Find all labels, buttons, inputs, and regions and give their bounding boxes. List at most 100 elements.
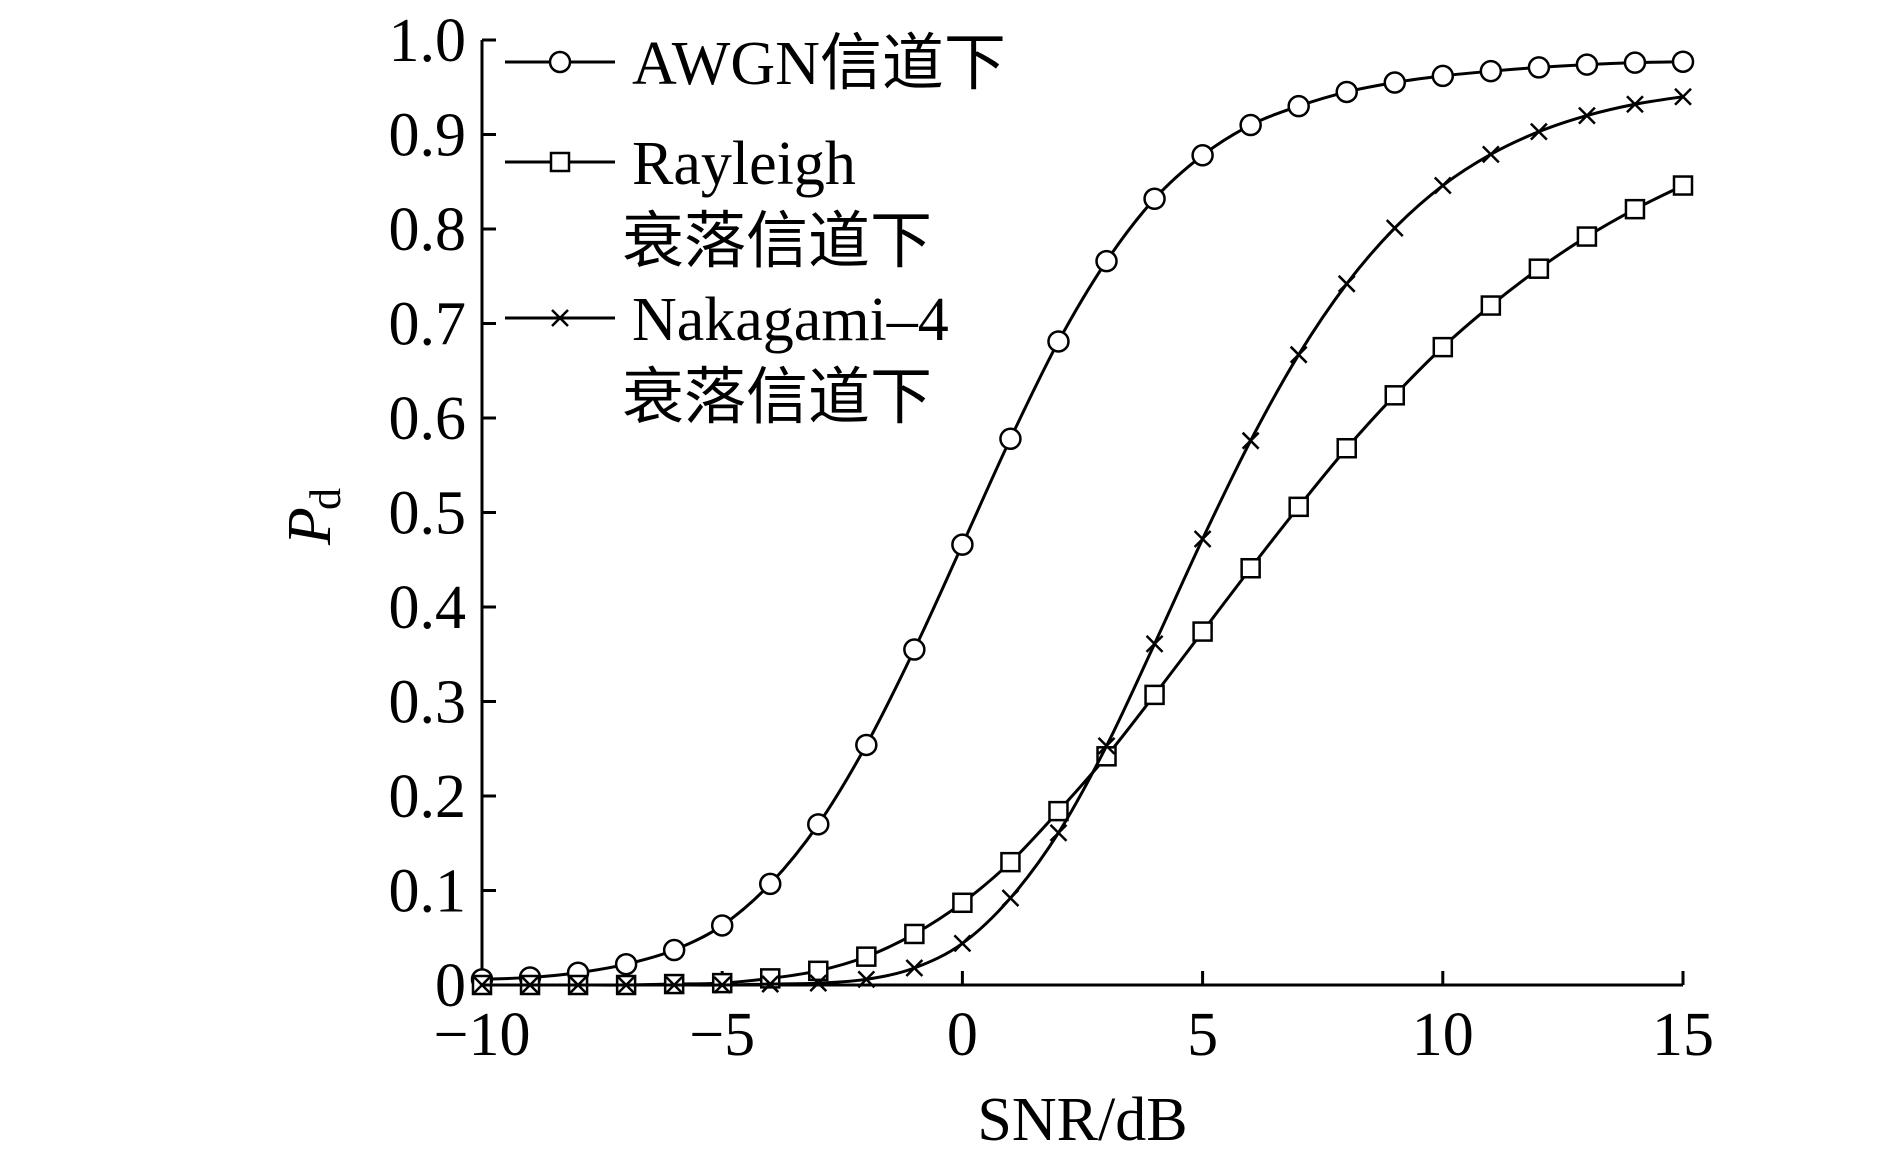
marker-circle (614, 952, 638, 976)
marker-square (1288, 496, 1309, 518)
y-ticks: 0 0.1 0.2 0.3 0.4 0.5 0.6 0.7 0.8 0.9 1.0 (389, 7, 496, 1020)
legend-label: AWGN信道下 (632, 30, 1006, 98)
series-group (470, 50, 1695, 996)
marker-x-stroke (953, 934, 972, 953)
series-3 (473, 87, 1692, 994)
marker-x (857, 970, 876, 989)
y-tick-label: 0.2 (389, 763, 467, 831)
marker-square (1144, 684, 1165, 706)
x-ticks: −10 −5 0 5 10 15 (434, 971, 1714, 1069)
marker-x-stroke (1337, 274, 1356, 293)
y-tick-label: 0.6 (389, 385, 467, 453)
marker-x-stroke (1241, 431, 1260, 450)
marker-x (665, 976, 684, 994)
marker-x (1097, 737, 1116, 755)
x-tick-label: −5 (689, 1001, 755, 1069)
marker-square (1048, 800, 1069, 822)
marker-circle (1335, 80, 1358, 104)
y-tick-label: 0.5 (389, 480, 467, 548)
y-tick-label: 1.0 (389, 7, 467, 75)
marker-x (473, 976, 491, 994)
x-tick-label: 5 (1187, 1001, 1218, 1069)
y-tick-label: 0 (435, 952, 466, 1020)
x-tick-label: −10 (434, 1001, 531, 1069)
legend: AWGN信道下 Rayleigh 衰落信道下 Nakagami–4 衰落信道下 (505, 30, 1006, 432)
marker-square (856, 946, 877, 967)
marker-x (1193, 530, 1212, 548)
legend-label: Rayleigh (632, 130, 856, 198)
marker-square (1672, 175, 1694, 196)
marker-circle (807, 813, 830, 836)
y-tick-label: 0.3 (389, 669, 467, 737)
marker-square (1576, 226, 1598, 247)
marker-x (617, 976, 636, 994)
marker-circle (710, 914, 734, 937)
marker-circle (1239, 113, 1262, 137)
series-line (481, 60, 1684, 981)
marker-square (711, 972, 733, 994)
marker-square (1624, 198, 1646, 220)
marker-x (809, 974, 828, 992)
marker-circle (1047, 330, 1070, 353)
marker-x (569, 976, 587, 994)
marker-square (1192, 621, 1213, 642)
marker-x (713, 976, 732, 994)
marker-circle (1527, 56, 1551, 79)
marker-square (1432, 336, 1454, 358)
marker-circle (1287, 94, 1310, 118)
y-axis-title: P d (276, 488, 350, 546)
legend-item-3: Nakagami–4 衰落信道下 (505, 286, 949, 432)
legend-label: Nakagami–4 (632, 286, 949, 354)
y-axis-title-main: P (276, 507, 344, 546)
marker-x (761, 975, 780, 993)
marker-x-stroke (1289, 345, 1308, 364)
marker-x-stroke (761, 975, 780, 993)
marker-circle (662, 938, 686, 962)
marker-x-stroke (617, 976, 636, 994)
marker-x (1001, 889, 1020, 907)
marker-circle (1143, 187, 1166, 211)
marker-circle (951, 533, 974, 556)
marker-square (1528, 258, 1550, 279)
marker-circle (548, 50, 572, 74)
marker-circle (903, 638, 926, 661)
marker-square (1384, 385, 1406, 406)
x-axis-title: SNR/dB (977, 1086, 1187, 1149)
y-tick-label: 0.9 (389, 102, 467, 170)
marker-x (1626, 95, 1644, 114)
y-tick-label: 0.1 (389, 858, 467, 926)
marker-x (1241, 431, 1260, 450)
y-tick-label: 0.4 (389, 574, 467, 642)
marker-circle (1095, 249, 1118, 273)
marker-x-stroke (473, 976, 491, 994)
marker-circle (1431, 64, 1455, 88)
marker-x-stroke (713, 976, 732, 994)
marker-circle (758, 872, 782, 896)
marker-x-stroke (1193, 530, 1212, 548)
marker-x-stroke (551, 309, 569, 327)
marker-x (1049, 823, 1068, 842)
marker-x-stroke (1626, 95, 1644, 114)
marker-x-stroke (857, 970, 876, 989)
y-tick-label: 0.8 (389, 196, 467, 264)
marker-square (808, 960, 829, 982)
marker-circle (1383, 71, 1407, 94)
marker-x (1385, 219, 1404, 237)
marker-x-stroke (1433, 176, 1452, 195)
marker-x (1481, 145, 1500, 164)
marker-x-stroke (1049, 823, 1068, 842)
x-tick-label: 0 (947, 1001, 978, 1069)
marker-x-stroke (1385, 219, 1404, 237)
legend-label: 衰落信道下 (622, 208, 932, 276)
marker-x-stroke (1145, 634, 1164, 653)
marker-x (1578, 106, 1596, 125)
marker-x (1145, 634, 1164, 653)
marker-circle (855, 733, 878, 757)
legend-item-1: AWGN信道下 (505, 30, 1006, 98)
x-tick-label: 15 (1652, 1001, 1714, 1069)
marker-x-stroke (809, 974, 828, 992)
marker-x-stroke (665, 976, 684, 994)
marker-x (1529, 122, 1548, 141)
marker-x-stroke (1481, 145, 1500, 164)
